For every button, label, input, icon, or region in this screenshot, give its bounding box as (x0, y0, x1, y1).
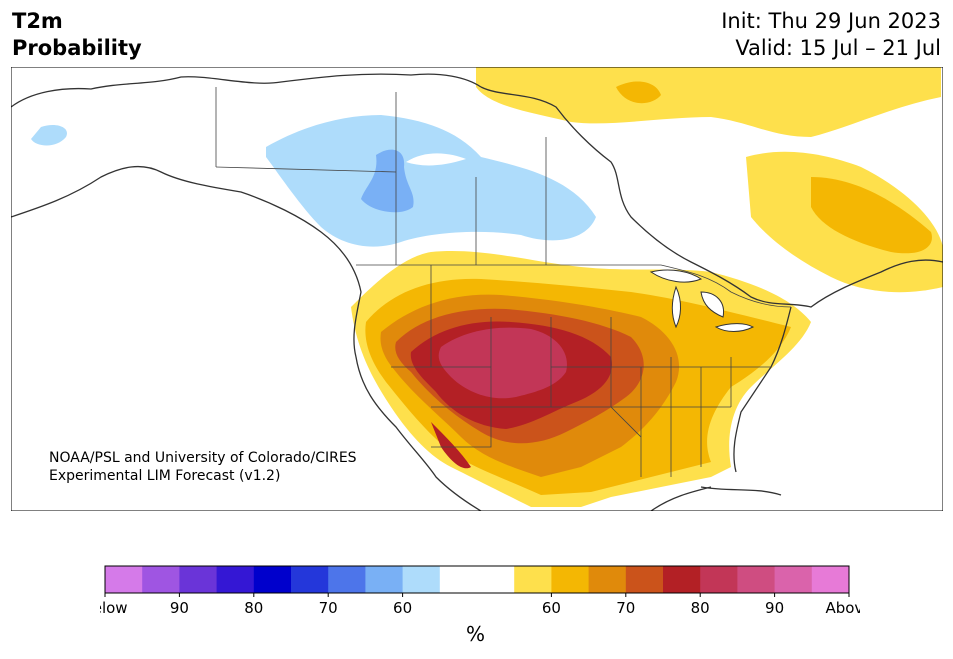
colorbar-cell (774, 566, 813, 593)
colorbar-cell (551, 566, 590, 593)
colorbar-cell (700, 566, 738, 593)
colorbar-cells (105, 566, 850, 593)
colorbar-cell (588, 566, 627, 593)
colorbar-ticks: Below 90 80 70 60 60 70 80 90 Above (100, 593, 860, 617)
colorbar-tick-label: 80 (691, 599, 710, 617)
forecast-map (11, 67, 943, 511)
colorbar-tick-label: 80 (244, 599, 263, 617)
colorbar-cell (365, 566, 404, 593)
colorbar-cell (291, 566, 329, 593)
colorbar-tick-label: 60 (542, 599, 561, 617)
colorbar-cell (142, 566, 180, 593)
colorbar-tick-label: 90 (170, 599, 189, 617)
colorbar-cell (402, 566, 441, 593)
colorbar-cell (514, 566, 552, 593)
colorbar-cell (216, 566, 255, 593)
title-line-1: T2m (12, 9, 63, 33)
colorbar-cell (439, 566, 478, 593)
colorbar-cell (253, 566, 292, 593)
credit-line-1: NOAA/PSL and University of Colorado/CIRE… (49, 450, 357, 466)
colorbar-cell (663, 566, 701, 593)
warm-region-usa-crimson (438, 327, 567, 399)
colorbar-tick-label: 70 (319, 599, 338, 617)
colorbar-tick-label: 90 (765, 599, 784, 617)
valid-date: Valid: 15 Jul – 21 Jul (735, 36, 941, 60)
colorbar-cell (477, 566, 515, 593)
colorbar-cell (625, 566, 664, 593)
title-line-2: Probability (12, 36, 142, 60)
cold-region-light (31, 115, 596, 247)
colorbar-cell (179, 566, 218, 593)
colorbar-cell (328, 566, 366, 593)
colorbar-cell (737, 566, 776, 593)
credit-line-2: Experimental LIM Forecast (v1.2) (49, 468, 281, 484)
init-date: Init: Thu 29 Jun 2023 (721, 9, 941, 33)
cold-region-medium (361, 149, 414, 213)
colorbar: Below 90 80 70 60 60 70 80 90 Above (100, 565, 860, 617)
credit-text: NOAA/PSL and University of Colorado/CIRE… (49, 449, 357, 485)
warm-region-canada-north (476, 67, 941, 137)
colorbar-tick-label: 60 (393, 599, 412, 617)
map-title: T2m Probability (12, 8, 142, 62)
colorbar-cell (105, 566, 143, 593)
colorbar-tick-label: Below (100, 599, 128, 617)
colorbar-unit: % (466, 622, 486, 646)
colorbar-tick-label: 70 (616, 599, 635, 617)
forecast-dates: Init: Thu 29 Jun 2023 Valid: 15 Jul – 21… (721, 8, 941, 62)
colorbar-tick-label: Above (825, 599, 860, 617)
colorbar-cell (811, 566, 850, 593)
